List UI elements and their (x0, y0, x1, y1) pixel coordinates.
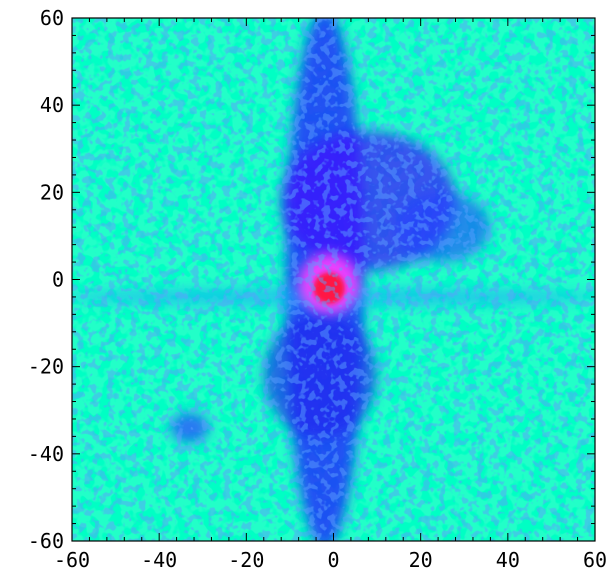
y-tick-label: 60 (40, 6, 64, 30)
x-tick-label: 40 (496, 548, 520, 572)
x-tick-label: -40 (141, 548, 177, 572)
y-tick-label: 20 (40, 180, 64, 204)
plot-area (72, 18, 595, 541)
x-tick-label: 0 (327, 548, 339, 572)
axis-ticks (71, 17, 596, 542)
heatmap-ripple-texture (72, 18, 595, 541)
y-tick-label: -60 (28, 529, 64, 553)
y-tick-label: -20 (28, 355, 64, 379)
y-tick-label: 40 (40, 93, 64, 117)
x-tick-label: 60 (583, 548, 607, 572)
x-tick-label: -60 (54, 548, 90, 572)
axis-tick-labels: -60 -40 -20 0 20 40 60 -60 -40 -20 0 20 40 60 (28, 6, 607, 572)
y-tick-label: 0 (52, 268, 64, 292)
y-tick-label: -40 (28, 442, 64, 466)
x-tick-label: -20 (228, 548, 264, 572)
x-tick-label: 20 (409, 548, 433, 572)
